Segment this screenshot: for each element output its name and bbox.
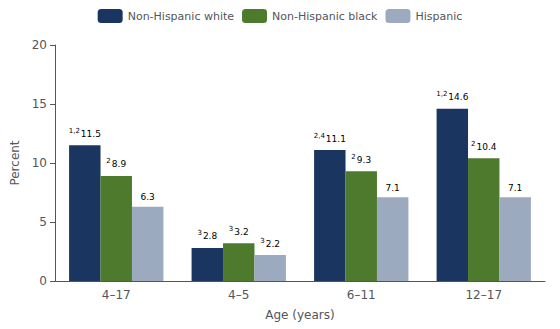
svg-text:3: 3 xyxy=(197,229,201,237)
svg-text:2.8: 2.8 xyxy=(203,231,218,241)
svg-text:5: 5 xyxy=(39,215,47,229)
svg-text:15: 15 xyxy=(32,97,47,111)
svg-text:0: 0 xyxy=(39,274,47,288)
svg-text:4–17: 4–17 xyxy=(102,288,131,302)
svg-text:2,4: 2,4 xyxy=(314,132,326,140)
svg-text:2: 2 xyxy=(471,140,475,148)
svg-text:6–11: 6–11 xyxy=(347,288,376,302)
svg-text:12–17: 12–17 xyxy=(465,288,502,302)
svg-text:Percent: Percent xyxy=(8,140,22,185)
svg-text:8.9: 8.9 xyxy=(112,159,127,169)
svg-text:7.1: 7.1 xyxy=(508,183,522,193)
svg-text:10: 10 xyxy=(32,156,47,170)
svg-text:2: 2 xyxy=(106,157,110,165)
svg-text:7.1: 7.1 xyxy=(386,183,400,193)
svg-text:10.4: 10.4 xyxy=(476,142,496,152)
svg-text:4–5: 4–5 xyxy=(228,288,249,302)
svg-text:9.3: 9.3 xyxy=(357,155,371,165)
svg-text:Hispanic: Hispanic xyxy=(415,10,462,23)
svg-text:1,2: 1,2 xyxy=(69,127,80,135)
svg-text:1,2: 1,2 xyxy=(436,90,447,98)
svg-text:Age (years): Age (years) xyxy=(265,308,334,322)
svg-text:2: 2 xyxy=(351,153,355,161)
svg-text:11.5: 11.5 xyxy=(81,129,101,139)
svg-text:3: 3 xyxy=(260,237,264,245)
svg-text:Non-Hispanic black: Non-Hispanic black xyxy=(272,10,378,23)
svg-text:20: 20 xyxy=(32,38,47,52)
svg-text:Non-Hispanic white: Non-Hispanic white xyxy=(128,10,235,23)
svg-text:3: 3 xyxy=(229,225,233,233)
svg-text:14.6: 14.6 xyxy=(448,92,468,102)
svg-text:6.3: 6.3 xyxy=(141,192,155,202)
svg-text:3.2: 3.2 xyxy=(234,227,248,237)
svg-text:11.1: 11.1 xyxy=(326,134,346,144)
svg-text:2.2: 2.2 xyxy=(266,239,280,249)
